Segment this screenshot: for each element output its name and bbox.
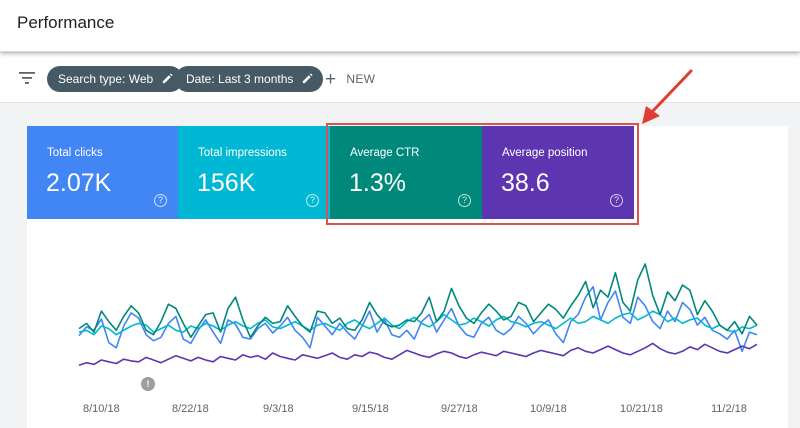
arrow-annotation [642,69,693,124]
plus-icon: + [325,69,337,90]
metric-value: 156K [197,169,256,197]
metric-label: Average CTR [350,147,420,159]
x-axis-tick-label: 8/10/18 [83,403,120,415]
page-title: Performance [17,13,115,32]
new-filter-label: NEW [346,72,376,86]
search-type-chip[interactable]: Search type: Web [47,66,184,92]
metric-label: Total impressions [198,147,287,159]
metric-total-clicks[interactable]: Total clicks 2.07K ? [27,126,178,219]
x-axis-tick-label: 9/3/18 [263,403,294,415]
filter-bar: Search type: Web Date: Last 3 months + NE… [0,53,800,103]
metric-average-position[interactable]: Average position 38.6 ? [482,126,634,219]
filter-icon[interactable] [18,70,36,86]
chart-series-line-3 [78,342,758,367]
performance-card: Total clicks 2.07K ? Total impressions 1… [27,126,788,428]
help-icon[interactable]: ? [610,194,623,207]
help-icon[interactable]: ? [458,194,471,207]
metric-value: 1.3% [349,169,406,197]
annotation-marker[interactable]: ! [141,377,155,391]
date-range-chip[interactable]: Date: Last 3 months [175,66,324,92]
edit-pencil-icon [303,73,313,84]
chart-series-line-1 [78,310,758,336]
search-type-chip-label: Search type: Web [58,72,154,86]
x-axis-tick-label: 11/2/18 [711,403,747,415]
x-axis-tick-label: 9/15/18 [352,403,389,415]
help-icon[interactable]: ? [306,194,319,207]
x-axis-tick-label: 10/9/18 [530,403,567,415]
x-axis-tick-label: 10/21/18 [620,403,663,415]
metric-average-ctr[interactable]: Average CTR 1.3% ? [330,126,482,219]
date-range-chip-label: Date: Last 3 months [186,72,294,86]
metric-value: 2.07K [46,169,112,197]
metric-total-impressions[interactable]: Total impressions 156K ? [178,126,330,219]
edit-pencil-icon [163,73,173,84]
chart-series-line-0 [78,285,758,353]
new-filter-button[interactable]: + NEW [325,66,375,92]
x-axis-tick-label: 8/22/18 [172,403,209,415]
x-axis-tick-label: 9/27/18 [441,403,478,415]
chart-series-line-2 [78,263,758,339]
metric-value: 38.6 [501,169,550,197]
header-bar: Performance [0,0,800,52]
metric-label: Total clicks [47,147,103,159]
metric-label: Average position [502,147,588,159]
performance-line-chart: 8/10/18 8/22/18 9/3/18 9/15/18 9/27/18 10/9/1… [78,263,758,415]
help-icon[interactable]: ? [154,194,167,207]
